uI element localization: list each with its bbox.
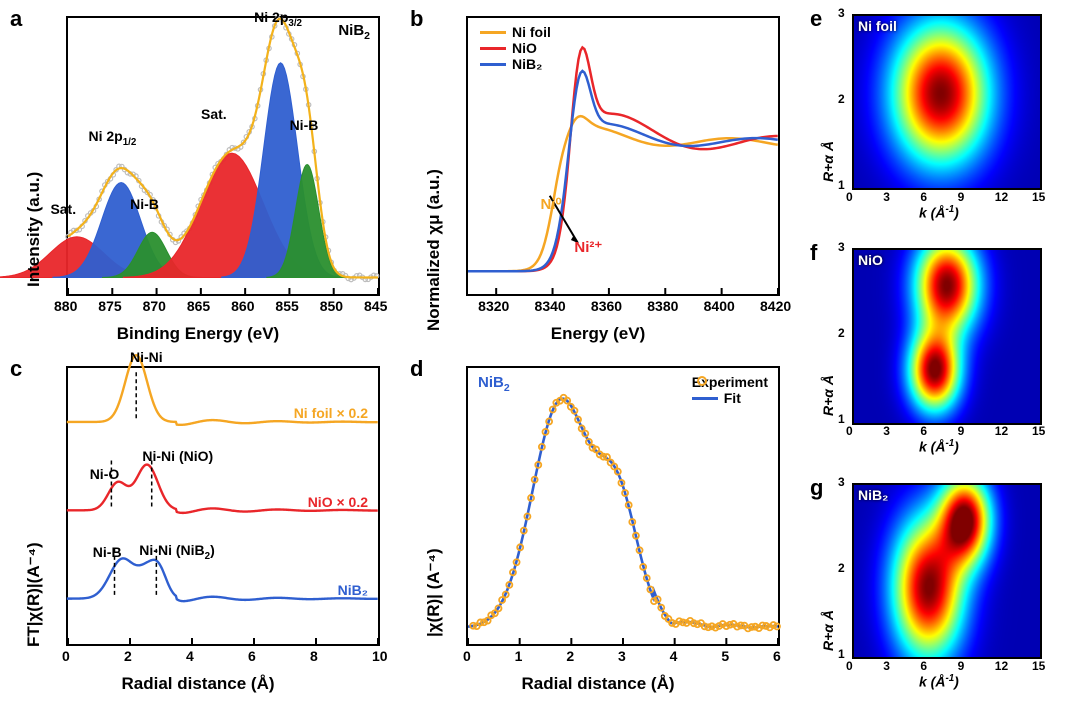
xlabel-d: Radial distance (Å) [521, 674, 674, 694]
xlabel-b: Energy (eV) [551, 324, 645, 344]
ylabel-d: |χ(R)| (A⁻⁴) [424, 548, 444, 637]
ylabel-b: Normalized χμ (a.u.) [424, 169, 444, 331]
figure: a 880875870865860855850845Sat.Ni 2p1/2Ni… [8, 8, 1072, 703]
panel-letter: c [10, 356, 22, 382]
ylabel-a: Intensity (a.u.) [24, 172, 44, 287]
xlabel-c: Radial distance (Å) [121, 674, 274, 694]
panel-d: d 0123456NiB2ExperimentFit Radial distan… [408, 358, 788, 698]
panel-a: a 880875870865860855850845Sat.Ni 2p1/2Ni… [8, 8, 388, 348]
heatmap-title: NiB₂ [858, 487, 888, 503]
panel-letter: g [810, 475, 823, 501]
panel-letter: e [810, 6, 822, 32]
panel-c: c 0246810Ni foil × 0.2NiO × 0.2NiB₂Ni-Ni… [8, 358, 388, 698]
panel-f: f NiO 03691215123k (Å-1)R+α Å [808, 242, 1048, 468]
panel-e: e Ni foil 03691215123k (Å-1)R+α Å [808, 8, 1048, 234]
panel-letter: f [810, 240, 817, 266]
panel-letter: b [410, 6, 423, 32]
panel-letter: d [410, 356, 423, 382]
legend-b: Ni foilNiONiB₂ [480, 24, 551, 72]
legend-d: ExperimentFit [692, 374, 768, 406]
heatmap-title: NiO [858, 252, 883, 268]
ylabel-c: FT|χ(R)|(A⁻⁴) [24, 542, 44, 647]
xlabel-a: Binding Energy (eV) [117, 324, 279, 344]
panel-g: g NiB₂ 03691215123k (Å-1)R+α Å [808, 477, 1048, 703]
panel-b: b 832083408360838084008420Ni foilNiONiB₂… [408, 8, 788, 348]
panel-letter: a [10, 6, 22, 32]
heatmap-title: Ni foil [858, 18, 897, 34]
